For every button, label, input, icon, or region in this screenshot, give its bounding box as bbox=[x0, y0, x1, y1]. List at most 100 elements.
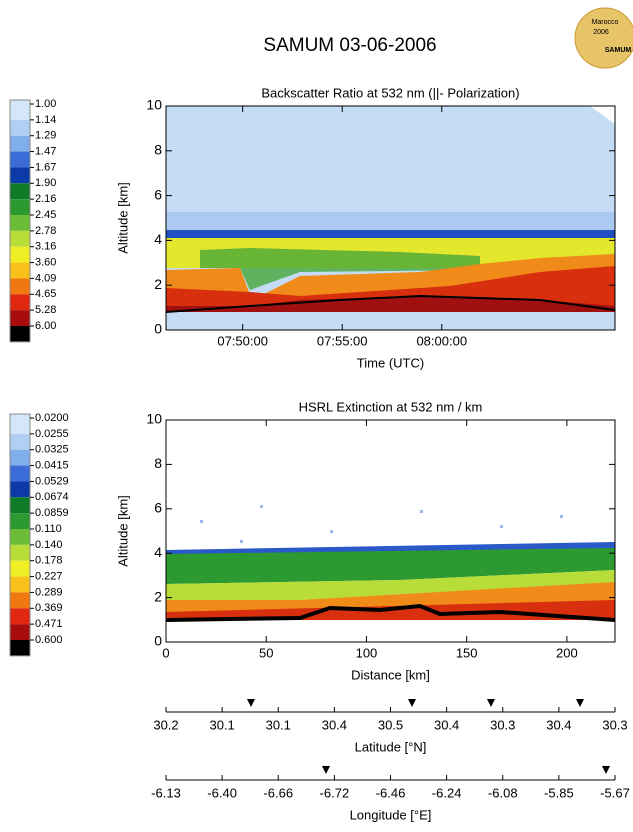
x-tick-label: 150 bbox=[456, 645, 478, 660]
logo: Marocco 2006 SAMUM bbox=[574, 7, 633, 69]
x-tick-label: 08:00:00 bbox=[416, 333, 467, 348]
x-tick-label: 200 bbox=[556, 645, 578, 660]
y-tick-label: 10 bbox=[146, 97, 162, 113]
colorbar-swatch bbox=[10, 310, 30, 326]
x-tick-label: -6.13 bbox=[151, 785, 181, 800]
colorbar-label: 0.227 bbox=[35, 570, 63, 582]
colorbar-swatch bbox=[10, 576, 30, 593]
x-tick-label: -6.08 bbox=[488, 785, 518, 800]
colorbar-label: 0.0859 bbox=[35, 507, 69, 519]
x-tick-label: -6.24 bbox=[432, 785, 462, 800]
x-tick-label: 07:55:00 bbox=[317, 333, 368, 348]
x-tick-label: 30.4 bbox=[434, 717, 459, 732]
colorbar-label: 1.14 bbox=[35, 114, 56, 126]
logo-badge bbox=[574, 7, 633, 69]
x-tick-label: -6.66 bbox=[263, 785, 293, 800]
x-tick-label: 0 bbox=[162, 645, 169, 660]
colorbar-swatch bbox=[10, 544, 30, 561]
x-tick-label: 30.5 bbox=[378, 717, 403, 732]
x-tick-label: -5.67 bbox=[600, 785, 630, 800]
colorbar-swatch bbox=[10, 640, 30, 656]
colorbar-label: 0.289 bbox=[35, 586, 63, 598]
plot-title: Backscatter Ratio at 532 nm (||- Polariz… bbox=[261, 85, 519, 100]
colorbar-frame bbox=[9, 99, 31, 343]
colorbar-swatch bbox=[10, 262, 30, 279]
x-tick-label: 30.2 bbox=[153, 717, 178, 732]
y-tick-label: 0 bbox=[154, 633, 162, 649]
colorbar-label: 1.47 bbox=[35, 145, 56, 157]
y-tick-label: 2 bbox=[154, 276, 162, 292]
figure-title: SAMUM 03-06-2006 bbox=[263, 35, 436, 56]
plot-title: HSRL Extinction at 532 nm / km bbox=[299, 399, 483, 414]
colorbar-label: 0.600 bbox=[35, 634, 63, 646]
colorbar-label: 1.00 bbox=[35, 98, 56, 110]
y-tick-label: 8 bbox=[154, 142, 162, 158]
x-axis-label: Latitude [°N] bbox=[355, 739, 427, 754]
colorbar-label: 0.178 bbox=[35, 555, 63, 567]
y-axis-label: Altitude [km] bbox=[115, 182, 130, 254]
colorbar-swatch bbox=[10, 449, 30, 466]
x-tick-label: 30.4 bbox=[322, 717, 347, 732]
x-tick-label: 50 bbox=[259, 645, 273, 660]
colorbar-label: 0.0415 bbox=[35, 459, 69, 471]
colorbar-label: 0.0325 bbox=[35, 444, 69, 456]
colorbar-swatch bbox=[10, 465, 30, 482]
x-axis-label: Distance [km] bbox=[351, 667, 430, 682]
colorbar-label: 0.0529 bbox=[35, 475, 69, 487]
colorbar-swatch bbox=[10, 215, 30, 231]
x-tick-label: 30.3 bbox=[602, 717, 627, 732]
colorbar-swatch bbox=[10, 151, 30, 168]
colorbar-swatch bbox=[10, 608, 30, 625]
colorbar-swatch bbox=[10, 100, 30, 120]
colorbar-swatch bbox=[10, 529, 30, 545]
colorbar-label: 6.00 bbox=[35, 320, 56, 332]
x-tick-label: -6.46 bbox=[376, 785, 406, 800]
colorbar-swatch bbox=[10, 481, 30, 498]
colorbar-swatch bbox=[10, 497, 30, 514]
colorbar-swatch bbox=[10, 592, 30, 609]
colorbar-label: 0.0674 bbox=[35, 491, 69, 503]
x-tick-label: 30.4 bbox=[546, 717, 571, 732]
x-axis-label: Time (UTC) bbox=[357, 355, 424, 370]
colorbar-label: 4.65 bbox=[35, 288, 56, 300]
x-tick-label: -6.40 bbox=[207, 785, 237, 800]
logo-text: 2006 bbox=[593, 29, 609, 36]
colorbar-label: 0.471 bbox=[35, 618, 63, 630]
x-tick-label: -5.85 bbox=[544, 785, 574, 800]
colorbar-swatch bbox=[10, 183, 30, 200]
colorbar-swatch bbox=[10, 294, 30, 311]
y-tick-label: 6 bbox=[154, 500, 162, 516]
colorbar-frame bbox=[9, 413, 31, 657]
y-tick-label: 4 bbox=[154, 231, 162, 247]
x-tick-label: 30.1 bbox=[266, 717, 291, 732]
y-tick-label: 2 bbox=[154, 588, 162, 604]
colorbar-swatch bbox=[10, 119, 30, 136]
logo-text: SAMUM bbox=[605, 47, 632, 54]
colorbar-label: 3.16 bbox=[35, 241, 56, 253]
colorbar-label: 5.28 bbox=[35, 304, 56, 316]
colorbar-label: 3.60 bbox=[35, 256, 56, 268]
y-axis-label: Altitude [km] bbox=[115, 495, 130, 567]
colorbar-swatch bbox=[10, 246, 30, 263]
plot-frame bbox=[165, 419, 616, 643]
x-tick-label: 30.3 bbox=[490, 717, 515, 732]
position-marker bbox=[247, 699, 610, 774]
colorbar-label: 2.45 bbox=[35, 209, 56, 221]
y-tick-label: 4 bbox=[154, 544, 162, 560]
colorbar-label: 0.110 bbox=[35, 523, 62, 535]
x-tick-label: 07:50:00 bbox=[217, 333, 268, 348]
colorbar-label: 1.29 bbox=[35, 130, 56, 142]
colorbar-swatch bbox=[10, 624, 30, 640]
colorbar-swatch bbox=[10, 167, 30, 184]
x-axis-label: Longitude [°E] bbox=[350, 807, 432, 822]
colorbar-swatch bbox=[10, 433, 30, 450]
colorbar-label: 4.09 bbox=[35, 272, 56, 284]
colorbar-label: 0.0255 bbox=[35, 428, 69, 440]
plot-frame bbox=[165, 105, 616, 331]
curtain-image bbox=[165, 106, 616, 330]
colorbar-swatch bbox=[10, 513, 30, 529]
y-tick-label: 0 bbox=[154, 321, 162, 337]
logo-text: Marocco bbox=[592, 19, 619, 26]
colorbar-swatch bbox=[10, 230, 30, 247]
